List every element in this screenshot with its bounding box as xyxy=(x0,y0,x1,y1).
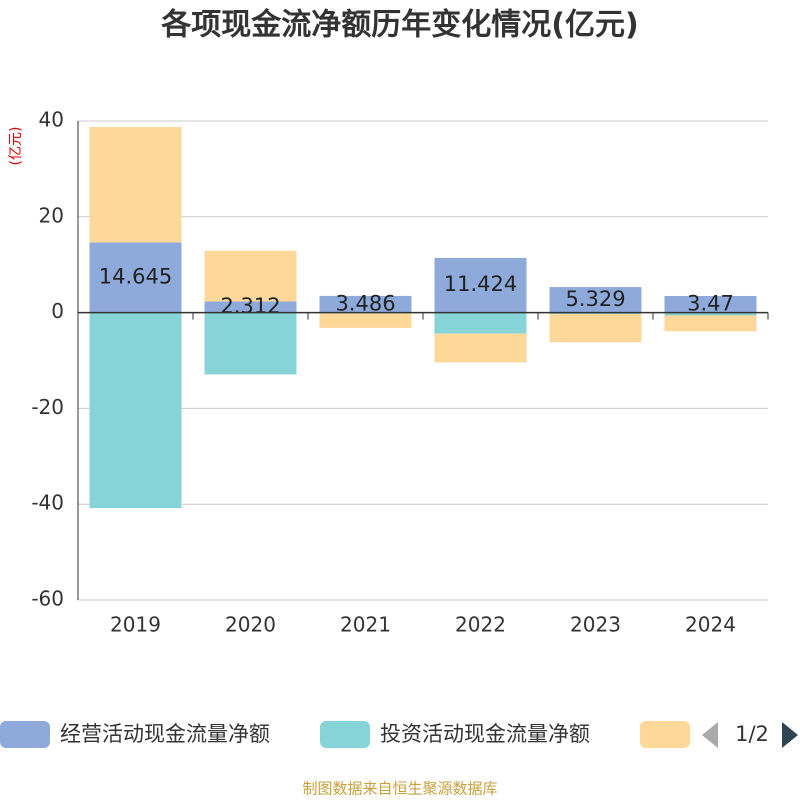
x-tick-label: 2021 xyxy=(340,613,391,637)
legend-prev[interactable] xyxy=(702,722,718,748)
x-tick-label: 2023 xyxy=(570,613,621,637)
legend-swatch[interactable] xyxy=(320,721,370,748)
x-tick-label: 2019 xyxy=(110,613,161,637)
y-tick-label: 40 xyxy=(39,108,64,132)
x-tick-label: 2020 xyxy=(225,613,276,637)
legend-label[interactable]: 经营活动现金流量净额 xyxy=(60,722,270,746)
bar xyxy=(664,312,757,316)
x-tick-label: 2022 xyxy=(455,613,506,637)
bar xyxy=(549,314,642,343)
data-label: 3.47 xyxy=(687,291,734,315)
bar xyxy=(89,312,182,509)
bar xyxy=(319,313,412,328)
bar xyxy=(434,333,527,363)
bar xyxy=(319,295,412,313)
y-tick-label: 0 xyxy=(51,299,64,323)
legend-swatch[interactable] xyxy=(640,721,690,748)
legend-swatch[interactable] xyxy=(0,721,50,748)
data-label: 14.645 xyxy=(99,265,172,289)
data-label: 11.424 xyxy=(444,272,517,296)
chart-title: 各项现金流净额历年变化情况(亿元) xyxy=(160,8,638,43)
bar xyxy=(89,242,182,313)
data-label: 5.329 xyxy=(565,287,625,311)
y-axis-label: (亿元) xyxy=(8,127,24,166)
legend-page: 1/2 xyxy=(735,722,769,746)
bar xyxy=(204,250,297,302)
bar xyxy=(204,301,297,313)
y-tick-label: -20 xyxy=(31,395,64,419)
bar xyxy=(664,295,757,313)
legend-next[interactable] xyxy=(782,722,798,748)
bar xyxy=(89,127,182,243)
bar xyxy=(434,257,527,313)
source-note: 制图数据来自恒生聚源数据库 xyxy=(302,780,497,798)
y-tick-label: 20 xyxy=(39,203,64,227)
bar xyxy=(549,287,642,313)
y-tick-label: -40 xyxy=(31,491,64,515)
y-tick-label: -60 xyxy=(31,587,64,611)
x-tick-label: 2024 xyxy=(685,613,736,637)
bar xyxy=(204,312,297,375)
data-label: 2.312 xyxy=(220,294,280,318)
legend-label[interactable]: 投资活动现金流量净额 xyxy=(380,722,590,746)
bar xyxy=(664,315,757,332)
bar xyxy=(434,312,527,334)
data-label: 3.486 xyxy=(335,291,395,315)
